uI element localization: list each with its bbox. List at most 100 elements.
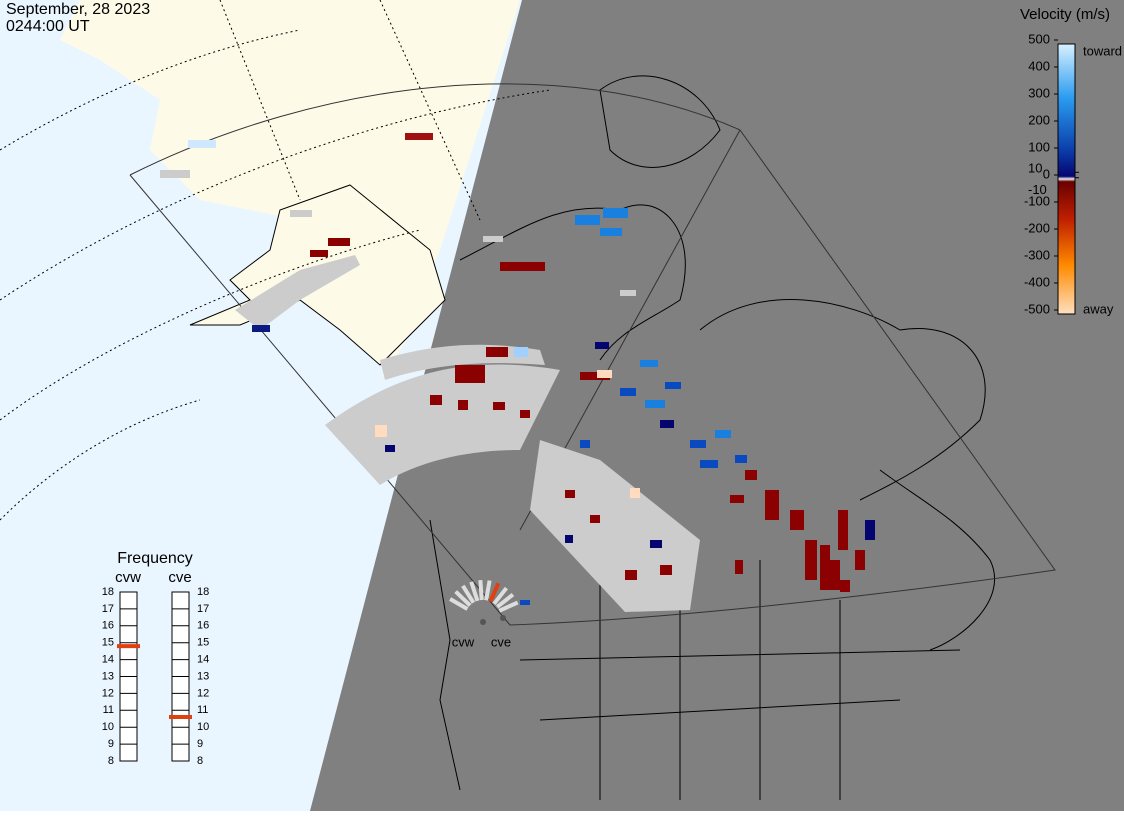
radar-cell [730,495,744,503]
map-view: cvw cve September, 28 2023 0244:00 UT Ve… [0,0,1124,811]
gauge-tick-label: 9 [197,738,203,750]
legend-tick-label: 300 [1028,85,1050,100]
radar-cell [650,540,662,548]
legend-tick-label: 400 [1028,58,1050,73]
gauge-tick-label: 12 [102,687,114,699]
radar-cell [625,570,637,580]
gauge-tick-label: 12 [197,687,209,699]
radar-beam [480,580,481,600]
gauge-tick-label: 18 [102,586,114,598]
station-label: cve [491,634,511,649]
legend-tick-label: -500 [1024,301,1050,316]
legend-tick-label: 10 [1028,161,1042,176]
legend-title: Velocity (m/s) [1020,6,1110,23]
radar-cell [310,250,328,257]
radar-site [480,619,486,625]
radar-cell [290,210,312,217]
radar-cell [840,580,850,592]
gauge-tick-label: 16 [102,620,114,632]
gauge-tick-label: 15 [102,637,114,649]
radar-cell [805,540,817,580]
radar-site [500,615,506,621]
radar-cell [603,208,628,218]
legend-tick-label: -10 [1028,182,1047,197]
radar-cell [600,228,622,236]
gauge-tick-label: 13 [102,670,114,682]
gauge-tick-label: 8 [197,755,203,767]
radar-cell [765,490,779,520]
radar-cell [520,600,530,605]
radar-cell [830,560,840,590]
gauge-tick-label: 13 [197,670,209,682]
radar-cell [580,440,590,448]
radar-cell [597,370,612,378]
radar-cell [385,445,395,452]
radar-cell [665,382,681,389]
radar-cell [645,400,665,408]
radar-cell [790,510,804,530]
radar-cell [565,535,573,543]
radar-cell [820,545,830,590]
radar-cell [328,238,350,246]
radar-cell [660,565,672,575]
radar-cell [500,262,545,271]
radar-cell [590,515,600,523]
radar-cell [865,520,875,540]
radar-cell [455,365,485,383]
radar-cell [660,420,674,428]
radar-cell [405,133,433,140]
radar-cell [838,510,848,550]
gauge-tick-label: 11 [197,704,208,716]
radar-cell [715,430,731,438]
radar-name: cve [168,569,191,586]
legend-tick-label: 200 [1028,112,1050,127]
gauge-tick-label: 17 [102,603,114,615]
legend-tick-label: -200 [1024,220,1050,235]
gauge-tick-label: 9 [108,738,114,750]
radar-cell [700,460,718,468]
radar-cell [430,395,442,405]
radar-cell [160,170,190,178]
legend-tick-label: 500 [1028,31,1050,46]
radar-cell [855,550,865,570]
gauge-tick-label: 18 [197,586,209,598]
legend-tick-label: -300 [1024,247,1050,262]
legend-tick-label: -400 [1024,274,1050,289]
radar-cell [520,410,530,418]
radar-cell [514,347,528,357]
gauge-tick-label: 16 [197,620,209,632]
legend-end-label: away [1083,301,1114,316]
radar-cell [735,455,747,463]
radar-cell [252,325,270,332]
radar-name: cvw [115,569,141,586]
radar-cell [486,347,508,357]
gauge-tick-label: 10 [197,721,209,733]
radar-cell [620,388,636,396]
radar-cell [493,402,505,410]
frequency-title: Frequency [117,550,193,567]
radar-cell [735,560,743,574]
station-label: cvw [452,634,475,649]
radar-cell [575,215,600,225]
gauge-tick-label: 14 [102,654,114,666]
radar-cell [630,488,640,498]
time: 0244:00 UT [6,18,90,35]
colorbar [1058,44,1075,314]
legend-end-label: toward [1083,43,1122,58]
radar-cell [640,360,658,367]
radar-cell [375,425,387,437]
radar-cell [483,236,503,242]
radar-cell [620,290,636,296]
gauge-tick-label: 11 [103,704,114,716]
gauge-tick-label: 15 [197,637,209,649]
date: September, 28 2023 [6,1,150,18]
radar-cell [458,400,468,410]
radar-cell [565,490,575,498]
legend-tick-label: 100 [1028,139,1050,154]
radar-cell [690,440,706,448]
gauge-tick-label: 8 [108,755,114,767]
radar-cell [188,140,216,148]
gauge-tick-label: 17 [197,603,209,615]
gauge-tick-label: 10 [102,721,114,733]
legend-tick-label: 0 [1043,166,1050,181]
